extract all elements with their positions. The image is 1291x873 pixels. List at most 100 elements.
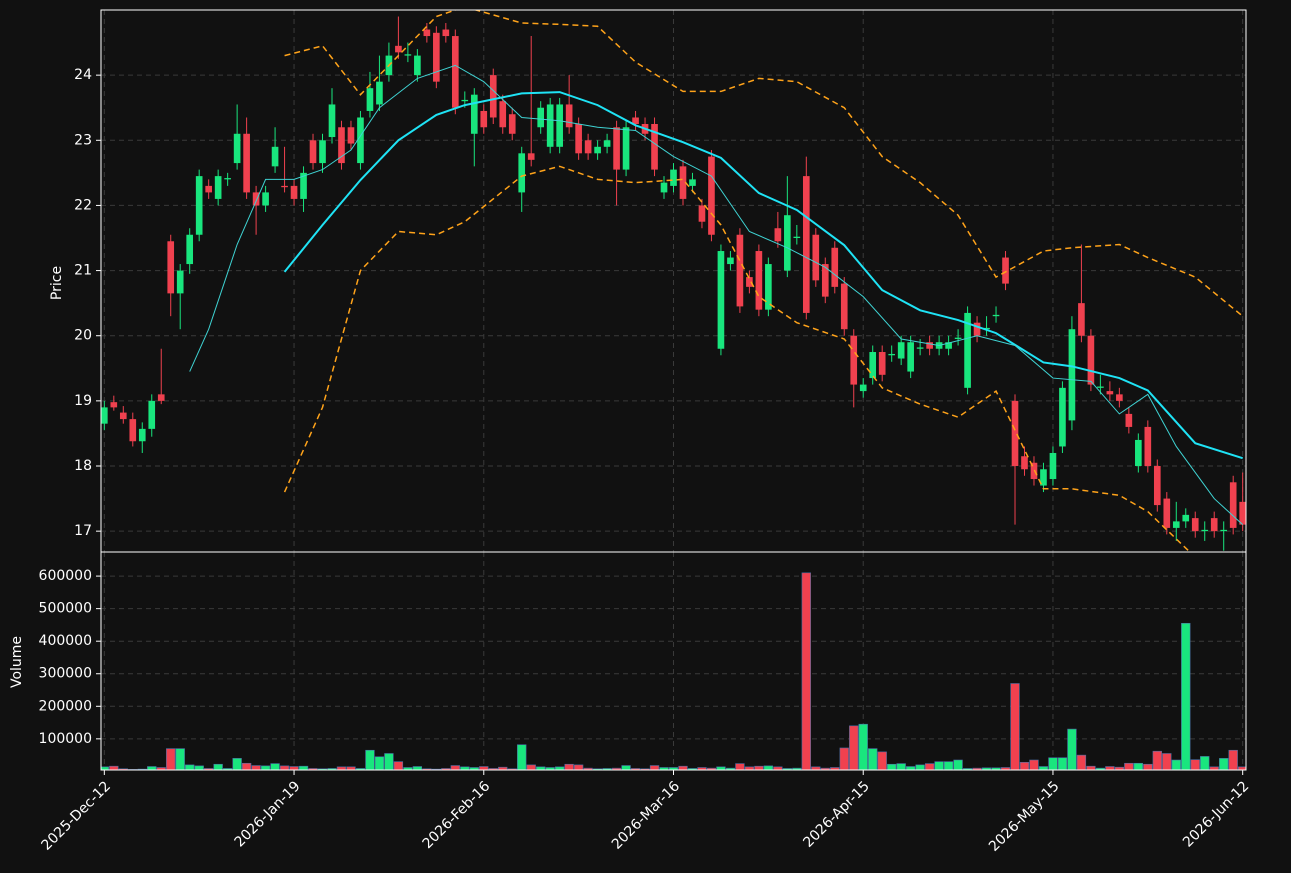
volume-bar bbox=[232, 758, 242, 770]
volume-bar bbox=[412, 766, 423, 770]
candle-body bbox=[717, 251, 725, 349]
candle-body bbox=[129, 419, 137, 442]
candle-body bbox=[214, 176, 222, 199]
candle-body bbox=[869, 352, 877, 379]
volume-bar bbox=[1143, 763, 1153, 770]
volume-bar bbox=[1181, 622, 1191, 770]
candle-body bbox=[926, 342, 933, 349]
volume-bar bbox=[953, 759, 963, 770]
candle-body bbox=[765, 264, 772, 310]
candle-body bbox=[1125, 413, 1133, 427]
candle-body bbox=[205, 185, 212, 193]
volume-bar bbox=[1228, 749, 1238, 770]
volume-bar bbox=[1019, 761, 1030, 770]
candle-body bbox=[1002, 257, 1009, 284]
volume-bar bbox=[346, 766, 356, 770]
candle-body bbox=[679, 166, 687, 199]
volume-bar bbox=[450, 765, 460, 770]
plot-area bbox=[101, 10, 1246, 552]
candle-body bbox=[470, 94, 478, 134]
volume-bar bbox=[659, 767, 669, 770]
candle-body bbox=[964, 312, 971, 388]
volume-bar bbox=[564, 763, 574, 770]
y-tick-label: 23 bbox=[74, 132, 92, 148]
candle-body bbox=[281, 185, 288, 188]
volume-bar bbox=[374, 756, 385, 770]
volume-bar bbox=[213, 763, 223, 770]
volume-bar bbox=[735, 763, 745, 770]
candle-body bbox=[1210, 518, 1218, 532]
volume-bar bbox=[1000, 767, 1011, 770]
volume-bar bbox=[403, 767, 413, 770]
candle-body bbox=[433, 32, 440, 82]
candle-body bbox=[442, 29, 450, 37]
volume-bar bbox=[1190, 759, 1200, 770]
candle-body bbox=[831, 247, 839, 287]
y-tick-label: 100000 bbox=[39, 731, 92, 747]
candle-body bbox=[461, 99, 469, 102]
volume-bar bbox=[1133, 762, 1143, 770]
candle-body bbox=[983, 327, 990, 330]
candle-body bbox=[907, 342, 914, 372]
volume-bar bbox=[839, 747, 849, 770]
candle-body bbox=[451, 36, 459, 108]
candle-body bbox=[376, 81, 383, 105]
y-tick-label: 17 bbox=[74, 523, 92, 539]
volume-bar bbox=[649, 765, 660, 770]
candle-body bbox=[1201, 529, 1209, 532]
candle-body bbox=[1163, 498, 1171, 528]
candle-body bbox=[366, 88, 374, 111]
volume-bar bbox=[773, 766, 783, 770]
volume-bar bbox=[422, 768, 432, 770]
volume-bar bbox=[1162, 753, 1172, 770]
volume-bar bbox=[1057, 757, 1068, 770]
volume-bar bbox=[118, 768, 128, 770]
volume-bar bbox=[147, 766, 157, 770]
volume-bar bbox=[317, 768, 328, 770]
volume-bar bbox=[640, 768, 650, 770]
candle-body bbox=[793, 236, 801, 239]
candle-body bbox=[404, 54, 412, 56]
volume-bar bbox=[943, 761, 954, 770]
candle-body bbox=[859, 384, 867, 392]
volume-bar bbox=[915, 764, 925, 770]
volume-bar bbox=[849, 725, 859, 770]
candle-body bbox=[556, 104, 563, 147]
volume-bar bbox=[555, 766, 565, 770]
candle-body bbox=[395, 45, 402, 53]
y-tick-label: 300000 bbox=[39, 666, 92, 682]
candle-body bbox=[1220, 529, 1228, 532]
overlay-line bbox=[284, 10, 1244, 317]
volume-bar bbox=[1086, 765, 1096, 770]
candle-body bbox=[176, 270, 184, 294]
candle-body bbox=[328, 104, 336, 138]
candle-body bbox=[347, 127, 355, 144]
y-axis-label: Volume bbox=[9, 636, 25, 688]
candle-body bbox=[802, 176, 810, 313]
candle-body bbox=[584, 140, 592, 154]
volume-bar bbox=[1209, 766, 1219, 770]
volume-bar bbox=[101, 766, 109, 770]
candle-body bbox=[945, 342, 952, 349]
candle-body bbox=[309, 140, 317, 164]
volume-bar bbox=[545, 767, 555, 770]
candle-body bbox=[537, 107, 545, 128]
volume-bar bbox=[716, 766, 726, 770]
volume-bar bbox=[393, 761, 404, 770]
candle-body bbox=[357, 117, 364, 164]
candle-body bbox=[138, 428, 146, 442]
volume-bar bbox=[526, 764, 536, 770]
candle-body bbox=[319, 140, 326, 164]
y-axis-label: Price bbox=[49, 266, 65, 300]
candle-body bbox=[784, 215, 791, 271]
candle-body bbox=[850, 335, 858, 385]
candle-body bbox=[546, 104, 554, 147]
volume-bar bbox=[1238, 766, 1246, 770]
candle-body bbox=[1116, 394, 1123, 401]
candle-body bbox=[101, 407, 108, 424]
candle-body bbox=[1106, 391, 1114, 395]
candle-body bbox=[1021, 456, 1028, 470]
volume-bar bbox=[1067, 728, 1077, 770]
volume-bar bbox=[830, 767, 840, 770]
volume-bar bbox=[336, 766, 347, 770]
